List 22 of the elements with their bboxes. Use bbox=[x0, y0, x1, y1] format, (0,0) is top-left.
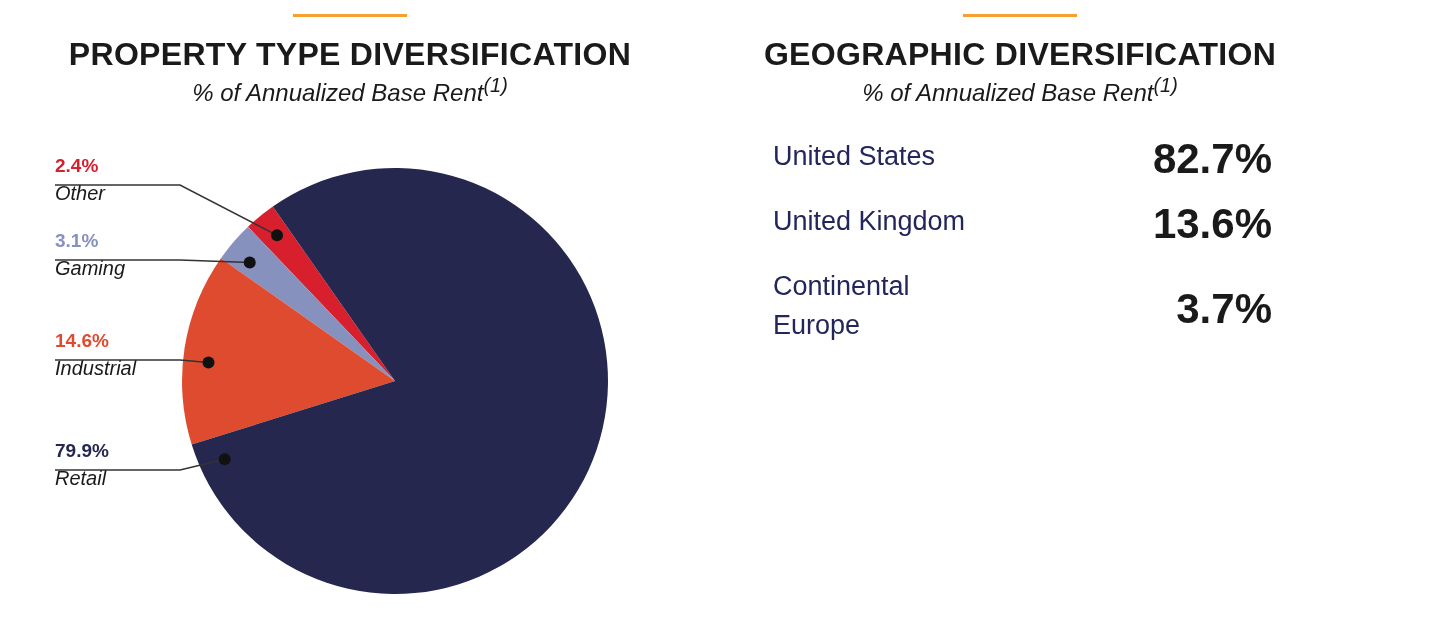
category-label: Continental Europe bbox=[773, 271, 910, 340]
data-label: 14.6% bbox=[55, 330, 109, 351]
pie-slice bbox=[191, 168, 608, 594]
slice-label: Other bbox=[55, 182, 107, 204]
pie-slice bbox=[248, 206, 395, 381]
slice-label: Retail bbox=[55, 467, 107, 489]
data-label: 82.7% bbox=[1152, 135, 1272, 182]
data-label: 3.1% bbox=[55, 230, 99, 251]
chart-subtitle: % of Annualized Base Rent$^{(1)}$ bbox=[191, 74, 509, 107]
slice-label: Gaming bbox=[55, 257, 126, 279]
chart-title: PROPERTY TYPE DIVERSIFICATION bbox=[67, 36, 633, 73]
text: GEOGRAPHIC DIVERSIFICATION bbox=[762, 36, 1278, 73]
slice-label: Industrial bbox=[55, 357, 137, 379]
category-label: United Kingdom bbox=[773, 206, 966, 236]
pie-slice bbox=[182, 258, 395, 445]
data-label: 2.4% bbox=[55, 155, 99, 176]
pie-slice bbox=[220, 226, 395, 381]
text: % of Annualized Base Rent$^{(1)}$ bbox=[861, 74, 1179, 107]
data-label: 13.6% bbox=[1152, 200, 1272, 247]
category-label: United States bbox=[773, 141, 936, 171]
data-label: 3.7% bbox=[1176, 284, 1272, 332]
data-label: 79.9% bbox=[55, 440, 109, 461]
